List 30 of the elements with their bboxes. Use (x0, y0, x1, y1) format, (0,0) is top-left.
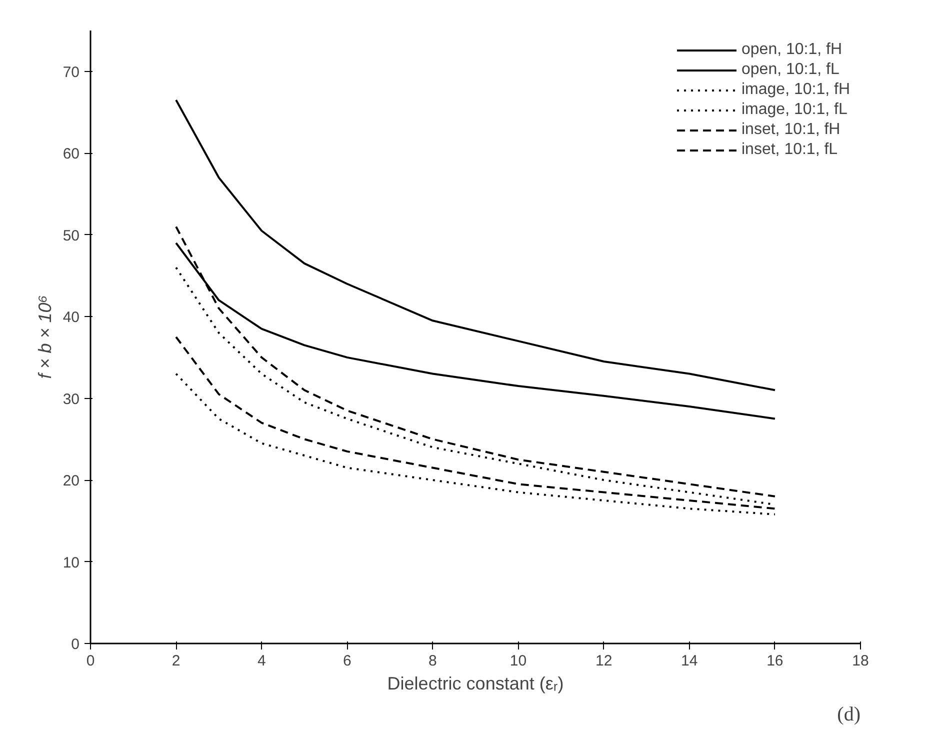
legend-label: inset, 10:1, fH (742, 121, 840, 139)
y-tick-label: 50 (62, 227, 80, 244)
x-tick-label: 12 (595, 652, 612, 670)
legend-label: inset, 10:1, fL (742, 141, 838, 159)
x-tick-label: 0 (86, 652, 95, 670)
text: (d) (837, 704, 861, 726)
line-series (175, 372, 776, 516)
x-tick-label: 16 (766, 652, 784, 670)
x-tick-label: 2 (172, 652, 180, 670)
x-tick-label: 8 (428, 652, 437, 670)
y-tick-label: 40 (62, 309, 80, 326)
y-tick-label: 60 (62, 146, 80, 163)
y-tick-label: 30 (62, 390, 80, 408)
x-tick-label: 6 (342, 652, 352, 670)
line-series (175, 336, 776, 510)
y-tick-label: 70 (62, 64, 80, 81)
x-tick-label: 4 (257, 652, 266, 670)
legend-label: open, 10:1, fL (742, 61, 840, 79)
y-axis-title: f × b × 10⁶ (34, 295, 55, 379)
y-tick-label: 0 (71, 636, 80, 653)
legend-label: open, 10:1, fH (742, 41, 842, 59)
legend-label: image, 10:1, fH (742, 81, 850, 99)
x-axis-title: Dielectric constant (εᵣ) (387, 674, 564, 694)
x-tick-label: 18 (852, 652, 869, 670)
x-tick-label: 14 (681, 652, 698, 670)
line-series (175, 226, 776, 498)
x-tick-label: 10 (510, 652, 527, 670)
legend-label: image, 10:1, fL (742, 101, 848, 119)
y-tick-label: 10 (62, 554, 80, 572)
y-tick-label: 20 (62, 472, 80, 490)
